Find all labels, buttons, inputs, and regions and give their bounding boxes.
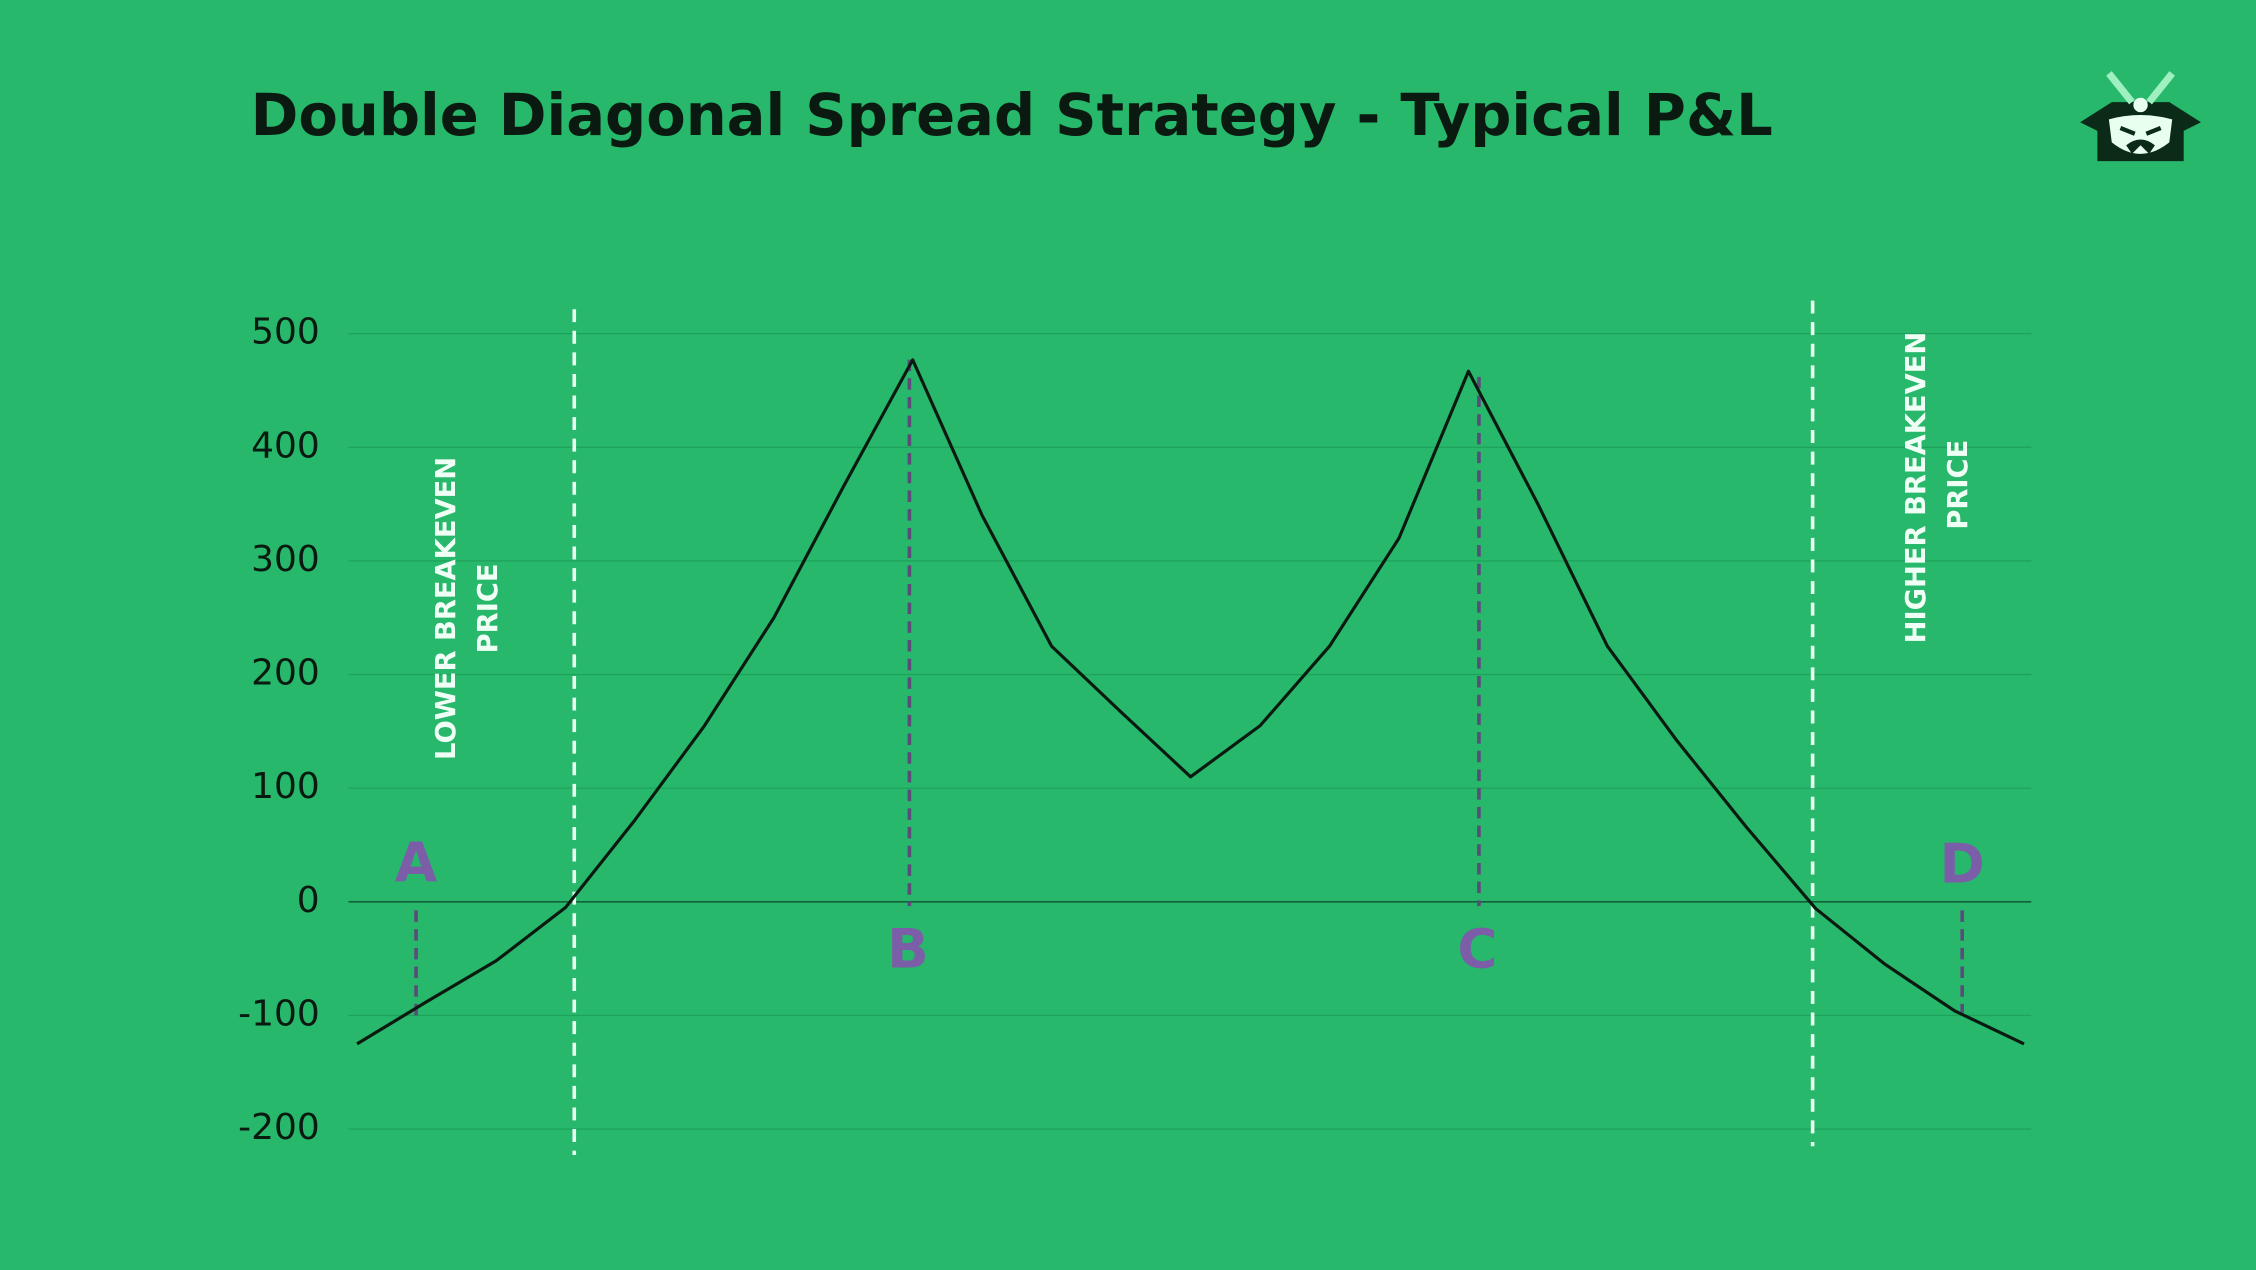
y-tick-label: 100 — [251, 766, 320, 807]
pnl-line — [356, 358, 2025, 1046]
y-tick-label: -200 — [238, 1107, 320, 1148]
y-tick-label: 0 — [297, 880, 320, 921]
point-label: A — [395, 830, 438, 894]
point-label: C — [1457, 916, 1497, 980]
logo — [2080, 71, 2201, 162]
y-tick-label: 200 — [251, 653, 320, 694]
y-tick-label: -100 — [238, 993, 320, 1034]
point-label: D — [1940, 831, 1985, 895]
breakeven-label: PRICE — [473, 563, 504, 653]
y-tick-label: 300 — [251, 539, 320, 580]
breakeven-label: LOWER BREAKEVEN — [431, 457, 462, 760]
breakeven-label: PRICE — [1943, 440, 1974, 530]
breakeven-label: HIGHER BREAKEVEN — [1901, 332, 1932, 644]
point-label: B — [887, 916, 929, 980]
y-tick-label: 400 — [251, 425, 320, 466]
chart-title: Double Diagonal Spread Strategy - Typica… — [251, 82, 1773, 149]
y-tick-label: 500 — [251, 312, 320, 353]
